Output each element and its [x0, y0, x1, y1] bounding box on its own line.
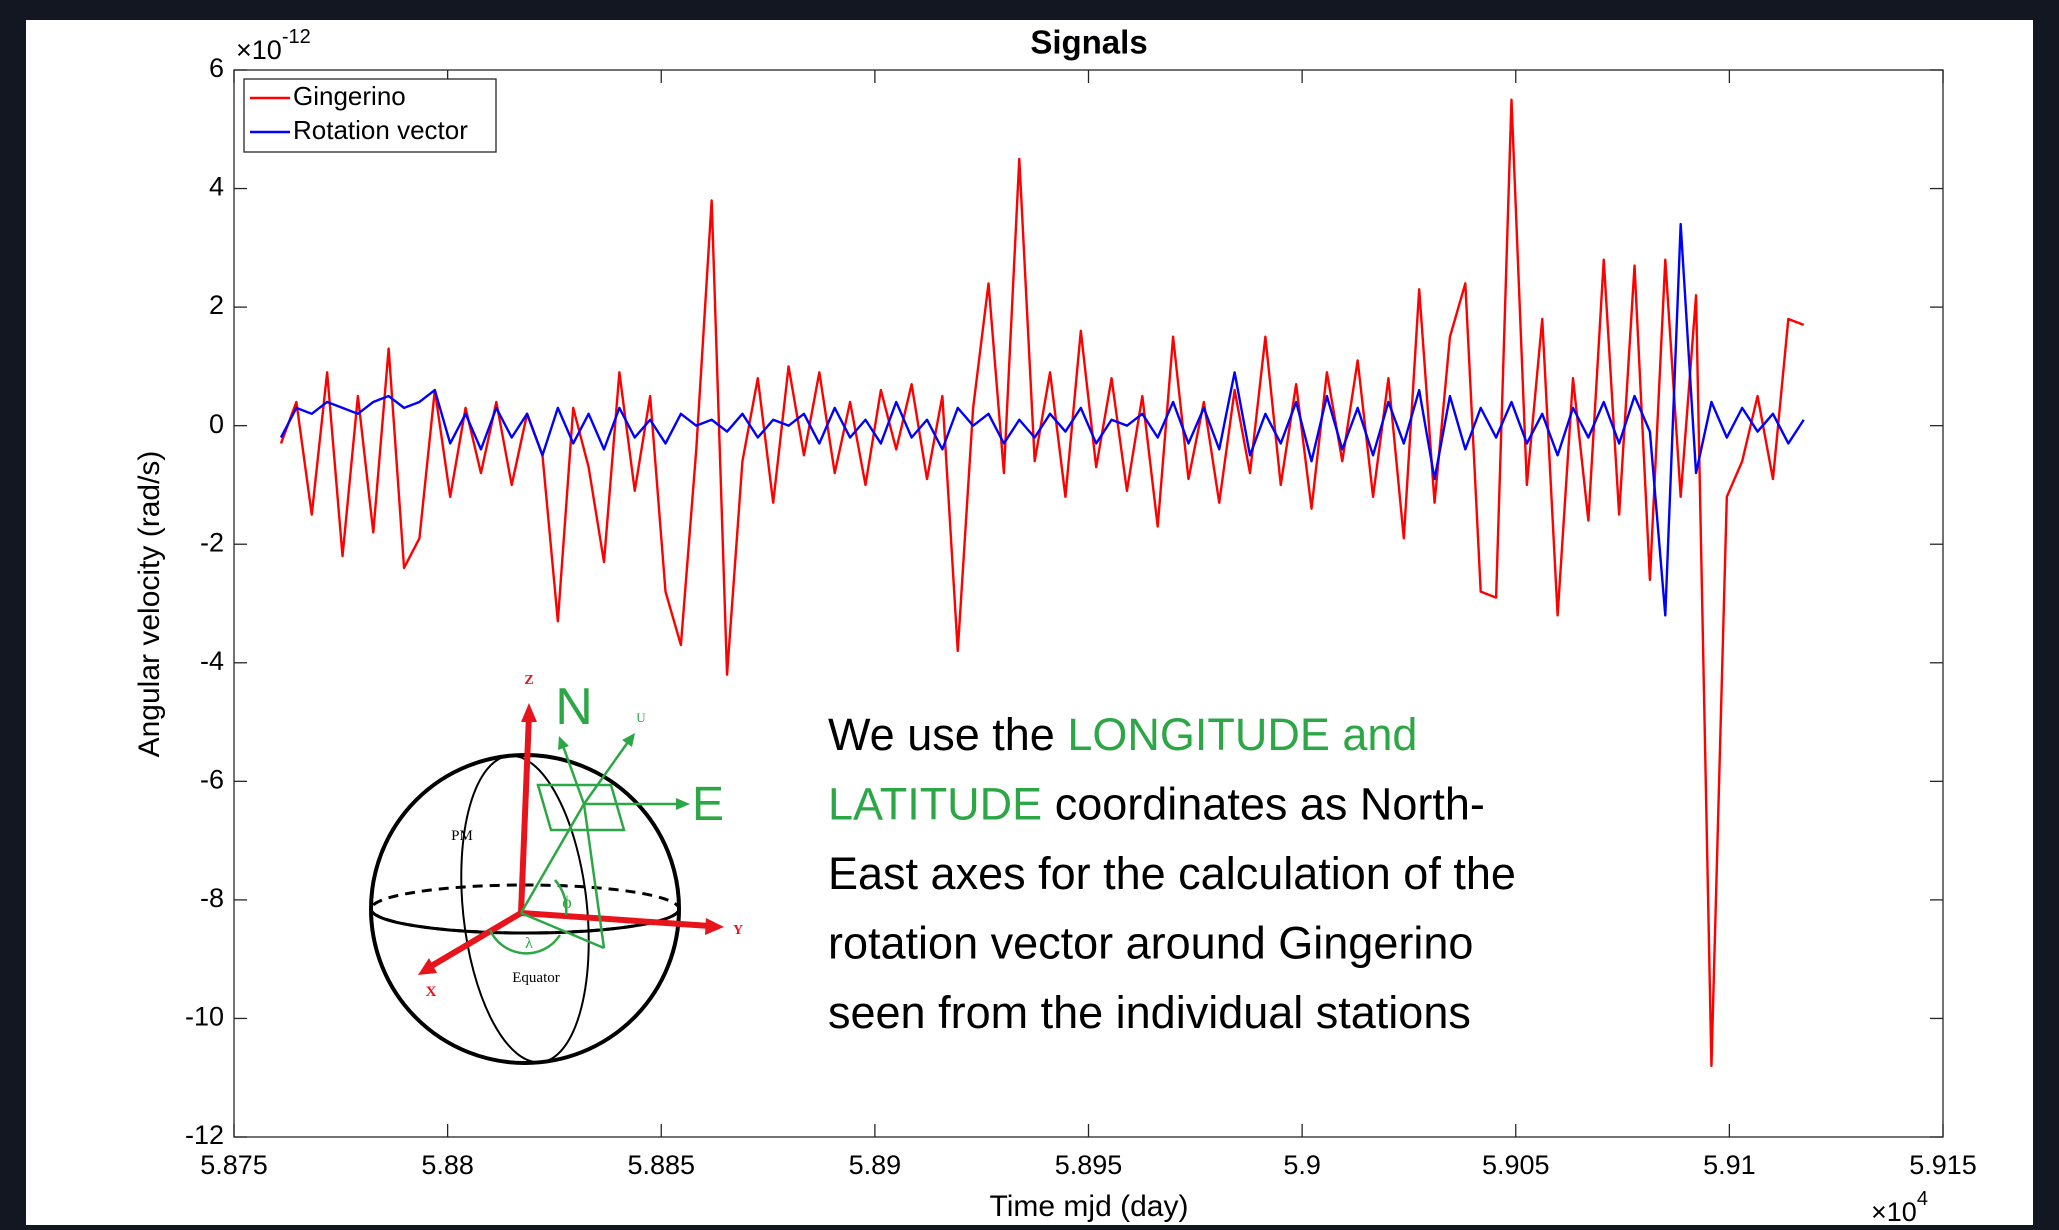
x-multiplier: ×104 — [1871, 1188, 1928, 1225]
y-tick-label: -12 — [185, 1120, 224, 1150]
z-label: Z — [524, 673, 533, 688]
z-arrow — [521, 703, 537, 722]
north-arrow — [558, 736, 569, 750]
x-tick-label: 5.88 — [421, 1150, 474, 1180]
legend-label: Rotation vector — [293, 115, 468, 145]
y-label: Y — [733, 923, 743, 938]
north-vector — [561, 745, 586, 805]
legend-label: Gingerino — [293, 81, 406, 111]
x-tick-label: 5.89 — [849, 1150, 902, 1180]
y-tick-label: -8 — [200, 883, 224, 913]
x-label: X — [426, 984, 437, 1000]
x-multiplier-exponent: 4 — [1917, 1188, 1928, 1210]
x-tick-label: 5.895 — [1055, 1150, 1123, 1180]
annotation-line: LATITUDE coordinates as North- — [828, 778, 1485, 829]
n-label: N — [555, 678, 593, 736]
y-multiplier: ×10-12 — [236, 26, 311, 65]
annotation-line: We use the LONGITUDE and — [828, 709, 1417, 760]
x-tick-label: 5.9 — [1283, 1150, 1321, 1180]
meridian-line — [582, 803, 606, 949]
annotation-text: rotation vector around Gingerino — [828, 917, 1473, 968]
x-tick-label: 5.905 — [1482, 1150, 1550, 1180]
phi-arc — [554, 879, 568, 916]
y-axis — [520, 910, 711, 929]
radius-line — [519, 803, 586, 914]
chart-title: Signals — [1030, 24, 1147, 61]
prime-meridian — [460, 754, 590, 1064]
lambda-label: λ — [525, 935, 533, 952]
phi-label: ϕ — [562, 892, 571, 912]
y-multiplier-base: ×10 — [236, 35, 282, 65]
x-axis-label: Time mjd (day) — [990, 1190, 1189, 1223]
annotation-text: seen from the individual stations — [828, 987, 1471, 1038]
annotation-line: East axes for the calculation of the — [828, 848, 1516, 899]
y-tick-label: -6 — [200, 764, 224, 794]
y-multiplier-exponent: -12 — [282, 26, 311, 48]
y-tick-label: 0 — [209, 409, 224, 439]
east-arrow — [676, 798, 690, 810]
y-arrow — [705, 918, 724, 935]
annotation-text: LATITUDE — [828, 778, 1042, 829]
x-tick-label: 5.885 — [627, 1150, 695, 1180]
annotation-text: coordinates as North- — [1042, 778, 1485, 829]
y-tick-label: 2 — [209, 290, 224, 320]
x-tick-label: 5.875 — [200, 1150, 268, 1180]
y-axis-label: Angular velocity (rad/s) — [133, 451, 166, 758]
series-line — [279, 222, 1805, 617]
tangent-plane — [536, 783, 626, 832]
lambda-arc — [488, 929, 562, 955]
equator-label: Equator — [512, 970, 559, 986]
y-tick-label: -10 — [185, 1002, 224, 1032]
annotation-line: seen from the individual stations — [828, 987, 1471, 1038]
x-axis — [426, 910, 523, 971]
y-tick-label: 6 — [209, 53, 224, 83]
x-tick-label: 5.91 — [1703, 1150, 1756, 1180]
plot-frame — [233, 69, 1944, 1138]
y-tick-label: -4 — [200, 646, 224, 676]
x-multiplier-base: ×10 — [1871, 1197, 1917, 1225]
x-arrow — [418, 958, 437, 975]
y-tick-label: -2 — [200, 527, 224, 557]
annotation-text: East axes for the calculation of the — [828, 848, 1516, 899]
legend-box — [243, 78, 497, 153]
annotation-line: rotation vector around Gingerino — [828, 917, 1473, 968]
longitude-line — [520, 911, 605, 950]
z-axis — [518, 714, 532, 914]
annotation-text: LONGITUDE and — [1067, 709, 1417, 760]
y-tick-label: 4 — [209, 172, 224, 202]
up-arrow — [622, 733, 635, 747]
e-label: E — [692, 778, 724, 831]
up-vector — [582, 741, 630, 805]
u-label: U — [636, 710, 646, 725]
annotation-text: We use the — [828, 709, 1067, 760]
pm-label: PM — [451, 828, 473, 844]
inset-diagram: Z N U E PM Y X Equator ϕ λ — [369, 673, 743, 1065]
x-tick-label: 5.915 — [1909, 1150, 1977, 1180]
